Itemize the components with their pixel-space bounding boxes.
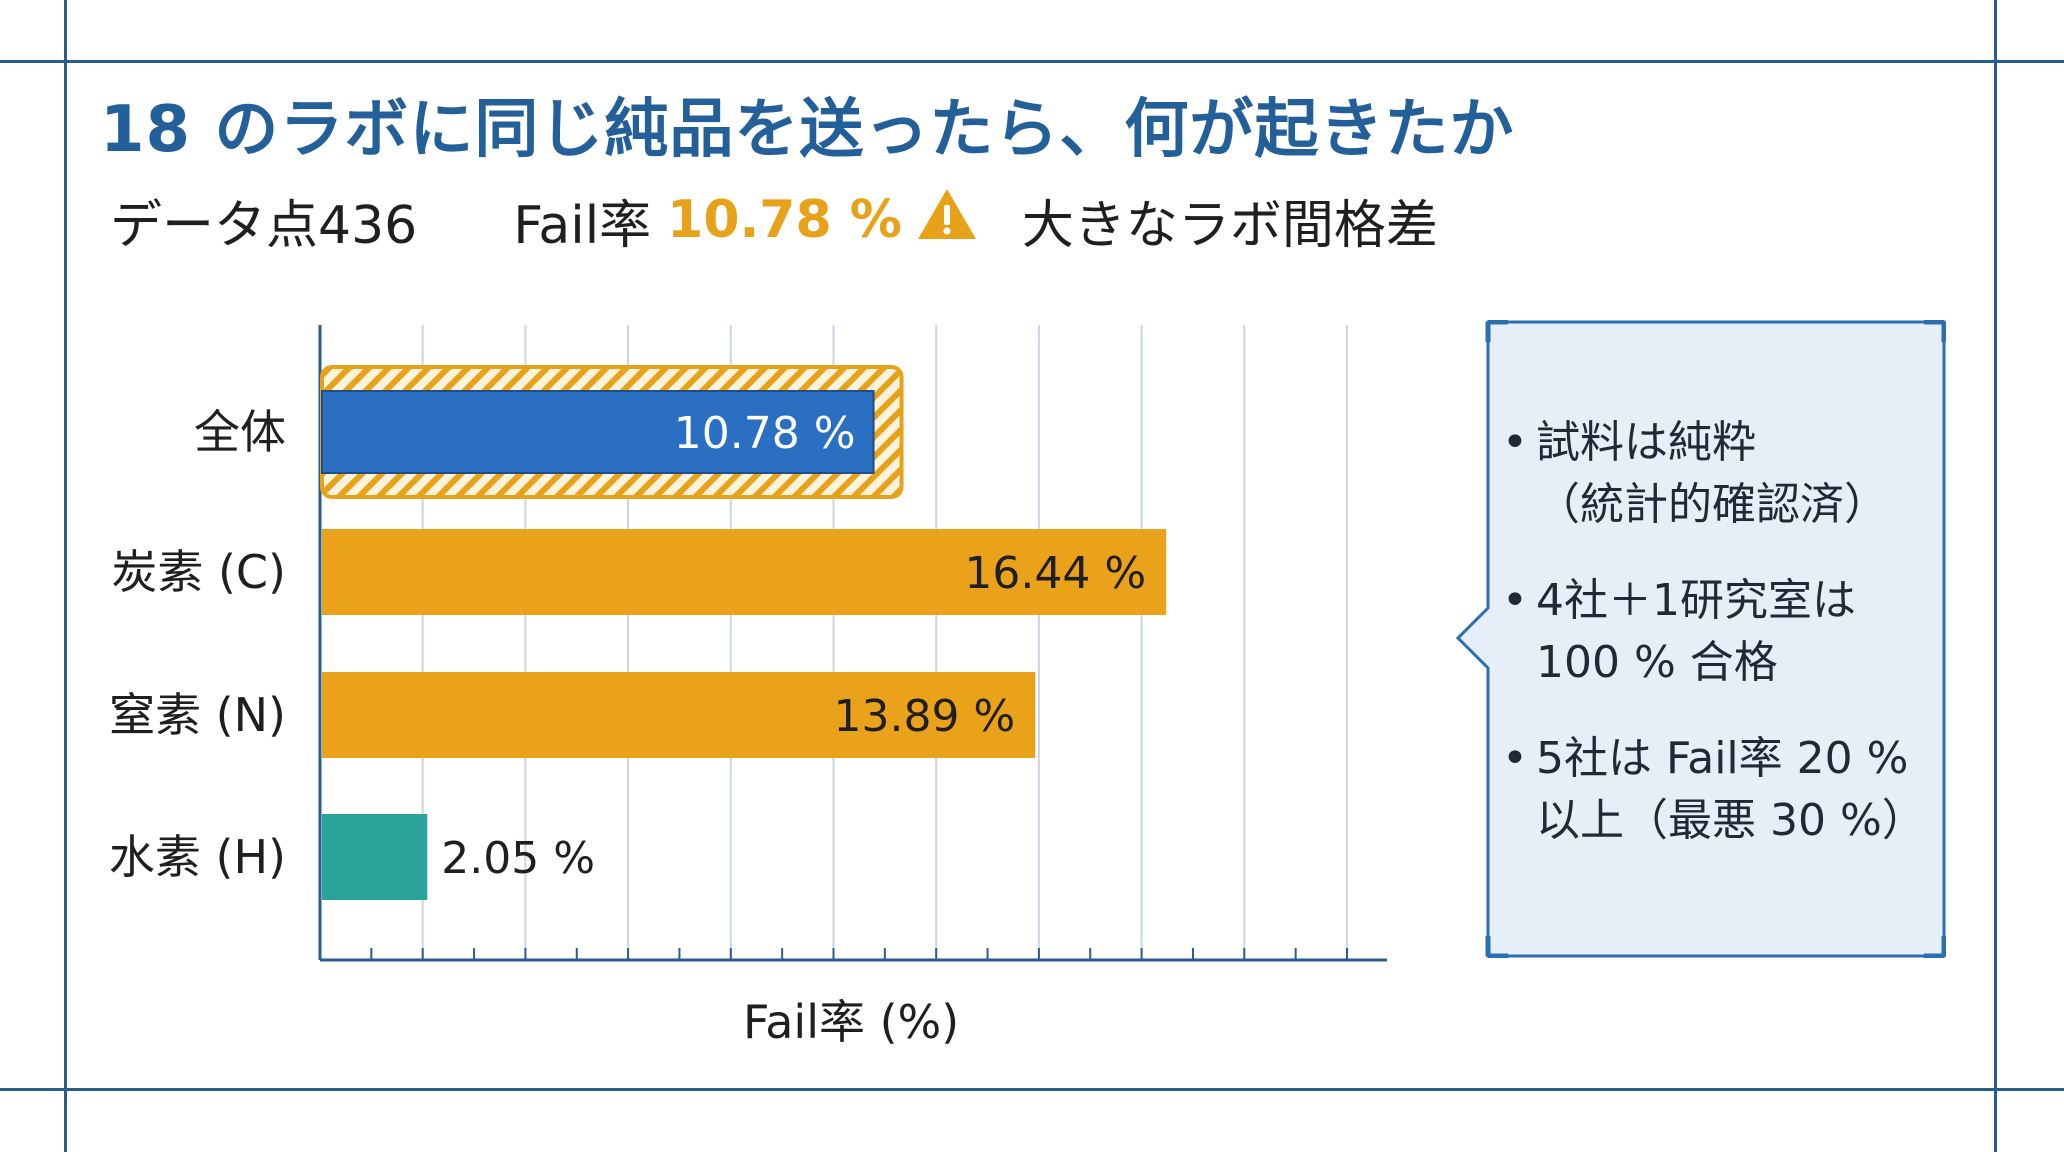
bar-value-label: 2.05 % <box>441 833 595 884</box>
bar-chart: 10.78 % 全体 16.44 % 炭素 (C) 13.89 % 窒素 (N) 2.05 … <box>109 325 1387 962</box>
frame-left-line <box>64 0 67 1152</box>
bar-value-label: 10.78 % <box>674 408 856 459</box>
insight-list: 試料は純粋 （統計的確認済） 4社＋1研究室は 100 % 合格 5社は Fai… <box>1496 412 1936 886</box>
gap-note: 大きなラボ間格差 <box>1021 195 1438 256</box>
summary-line: データ点436 Fail率 10.78 % 大きなラボ間格差 <box>110 180 1438 260</box>
bar-value-label: 13.89 % <box>833 691 1015 742</box>
warning-icon <box>916 186 978 255</box>
fail-rate-value: 10.78 % <box>667 190 902 250</box>
insight-callout: 試料は純粋 （統計的確認済） 4社＋1研究室は 100 % 合格 5社は Fai… <box>1456 320 1946 958</box>
bar <box>322 672 1036 758</box>
category-label: 水素 (H) <box>109 830 286 884</box>
frame-top-line <box>0 60 2064 63</box>
bar <box>321 390 875 474</box>
page-title: 18 のラボに同じ純品を送ったら、何が起きたか <box>100 93 1515 167</box>
data-points-count: データ点436 <box>110 195 418 256</box>
frame-right-line <box>1994 0 1997 1152</box>
category-label: 全体 <box>194 405 286 459</box>
insight-item: 4社＋1研究室は 100 % 合格 <box>1496 570 1936 694</box>
bar-value-label: 16.44 % <box>964 548 1146 599</box>
category-label: 窒素 (N) <box>109 688 286 742</box>
category-label: 炭素 (C) <box>111 545 286 599</box>
fail-rate-label: Fail率 <box>513 195 652 256</box>
frame-bottom-line <box>0 1088 2064 1091</box>
insight-item: 5社は Fail率 20 % 以上（最悪 30 %） <box>1496 728 1936 852</box>
x-axis-title: Fail率 (%) <box>743 995 960 1049</box>
bar <box>322 814 428 900</box>
insight-item: 試料は純粋 （統計的確認済） <box>1496 412 1936 536</box>
bar <box>322 529 1167 615</box>
